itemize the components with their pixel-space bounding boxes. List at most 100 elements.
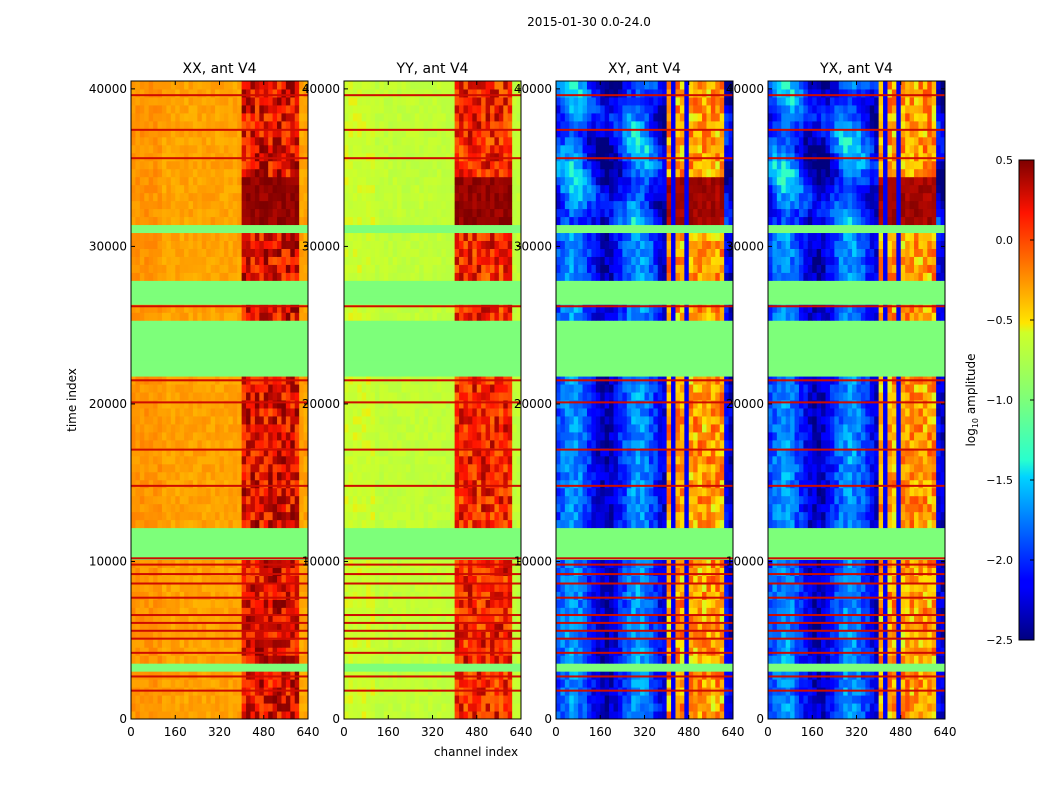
heatmap-cell	[259, 575, 265, 584]
heatmap-cell	[352, 152, 358, 162]
heatmap-cell	[219, 120, 225, 130]
heatmap-cell	[445, 623, 451, 632]
heatmap-cell	[223, 272, 229, 281]
heatmap-gap-row	[131, 344, 308, 353]
heatmap-cell	[410, 264, 416, 273]
heatmap-cell	[503, 407, 509, 417]
heatmap-cell	[139, 583, 145, 592]
heatmap-cell	[410, 703, 416, 712]
heatmap-cell	[184, 264, 189, 273]
heatmap-cell	[210, 168, 216, 178]
heatmap-cell	[436, 639, 442, 648]
heatmap-cell	[259, 400, 265, 409]
heatmap-cell	[361, 479, 367, 489]
heatmap-cell	[131, 248, 136, 257]
heatmap-cell	[397, 503, 402, 513]
heatmap-cell	[361, 503, 367, 513]
heatmap-cell	[179, 631, 185, 640]
heatmap-cell	[170, 312, 176, 321]
heatmap-cell	[432, 168, 438, 178]
heatmap-cell	[388, 703, 394, 712]
heatmap-cell	[374, 455, 380, 465]
heatmap-cell	[144, 304, 150, 313]
heatmap-cell	[188, 647, 194, 656]
heatmap-cell	[423, 447, 429, 457]
heatmap-cell	[370, 647, 376, 656]
heatmap-cell	[210, 591, 216, 600]
heatmap-cell	[219, 623, 225, 632]
heatmap-cell	[463, 599, 469, 608]
heatmap-cell	[370, 519, 376, 529]
heatmap-cell	[428, 631, 433, 640]
heatmap-cell	[184, 104, 189, 114]
heatmap-cell	[232, 431, 238, 441]
heatmap-cell	[450, 128, 456, 138]
heatmap-cell	[423, 575, 429, 584]
heatmap-cell	[188, 679, 194, 688]
heatmap-cell	[344, 200, 349, 210]
heatmap-cell	[370, 384, 376, 393]
heatmap-cell	[481, 216, 486, 226]
heatmap-cell	[423, 583, 429, 592]
heatmap-cell	[485, 232, 491, 241]
heatmap-cell	[285, 479, 291, 489]
heatmap-cell	[299, 240, 304, 249]
heatmap-cell	[175, 471, 181, 481]
heatmap-cell	[131, 575, 136, 584]
heatmap-cell	[210, 471, 216, 481]
heatmap-cell	[463, 184, 469, 194]
heatmap-cell	[361, 431, 367, 441]
heatmap-cell	[441, 439, 447, 449]
heatmap-cell	[507, 136, 513, 146]
heatmap-cell	[272, 312, 278, 321]
heatmap-cell	[281, 471, 287, 481]
heatmap-cell	[397, 176, 402, 186]
heatmap-cell	[405, 152, 411, 162]
heatmap-cell	[512, 392, 517, 401]
heatmap-cell	[476, 272, 482, 281]
heatmap-cell	[432, 240, 438, 249]
heatmap-cell	[441, 487, 447, 497]
heatmap-cell	[259, 703, 265, 712]
heatmap-cell	[361, 423, 367, 433]
heatmap-cell	[294, 567, 300, 576]
heatmap-cell	[188, 400, 194, 409]
heatmap-cell	[139, 655, 145, 664]
heatmap-cell	[498, 152, 504, 162]
heatmap-cell	[348, 144, 354, 154]
heatmap-cell	[472, 423, 478, 433]
heatmap-cell	[388, 679, 394, 688]
heatmap-cell	[157, 511, 163, 521]
heatmap-cell	[166, 232, 172, 241]
heatmap-cell	[414, 639, 420, 648]
heatmap-cell	[494, 639, 500, 648]
heatmap-cell	[170, 575, 176, 584]
heatmap-cell	[184, 256, 189, 265]
heatmap-cell	[344, 392, 349, 401]
heatmap-cell	[436, 575, 442, 584]
heatmap-cell	[197, 400, 203, 409]
heatmap-cell	[352, 447, 358, 457]
heatmap-cell	[228, 415, 234, 425]
heatmap-cell	[290, 216, 296, 226]
heatmap-cell	[432, 615, 438, 624]
heatmap-cell	[503, 248, 509, 257]
heatmap-cell	[352, 511, 358, 521]
heatmap-cell	[215, 144, 220, 154]
heatmap-cell	[432, 695, 438, 704]
heatmap-cell	[299, 216, 304, 226]
heatmap-cell	[512, 128, 517, 138]
heatmap-cell	[490, 439, 495, 449]
heatmap-cell	[374, 168, 380, 178]
heatmap-cell	[361, 631, 367, 640]
heatmap-cell	[290, 248, 296, 257]
heatmap-cell	[374, 447, 380, 457]
heatmap-cell	[215, 184, 220, 194]
heatmap-cell	[441, 392, 447, 401]
heatmap-cell	[410, 120, 416, 130]
heatmap-cell	[188, 671, 194, 680]
heatmap-cell	[405, 647, 411, 656]
heatmap-cell	[405, 671, 411, 680]
heatmap-cell	[184, 272, 189, 281]
heatmap-cell	[148, 607, 154, 616]
